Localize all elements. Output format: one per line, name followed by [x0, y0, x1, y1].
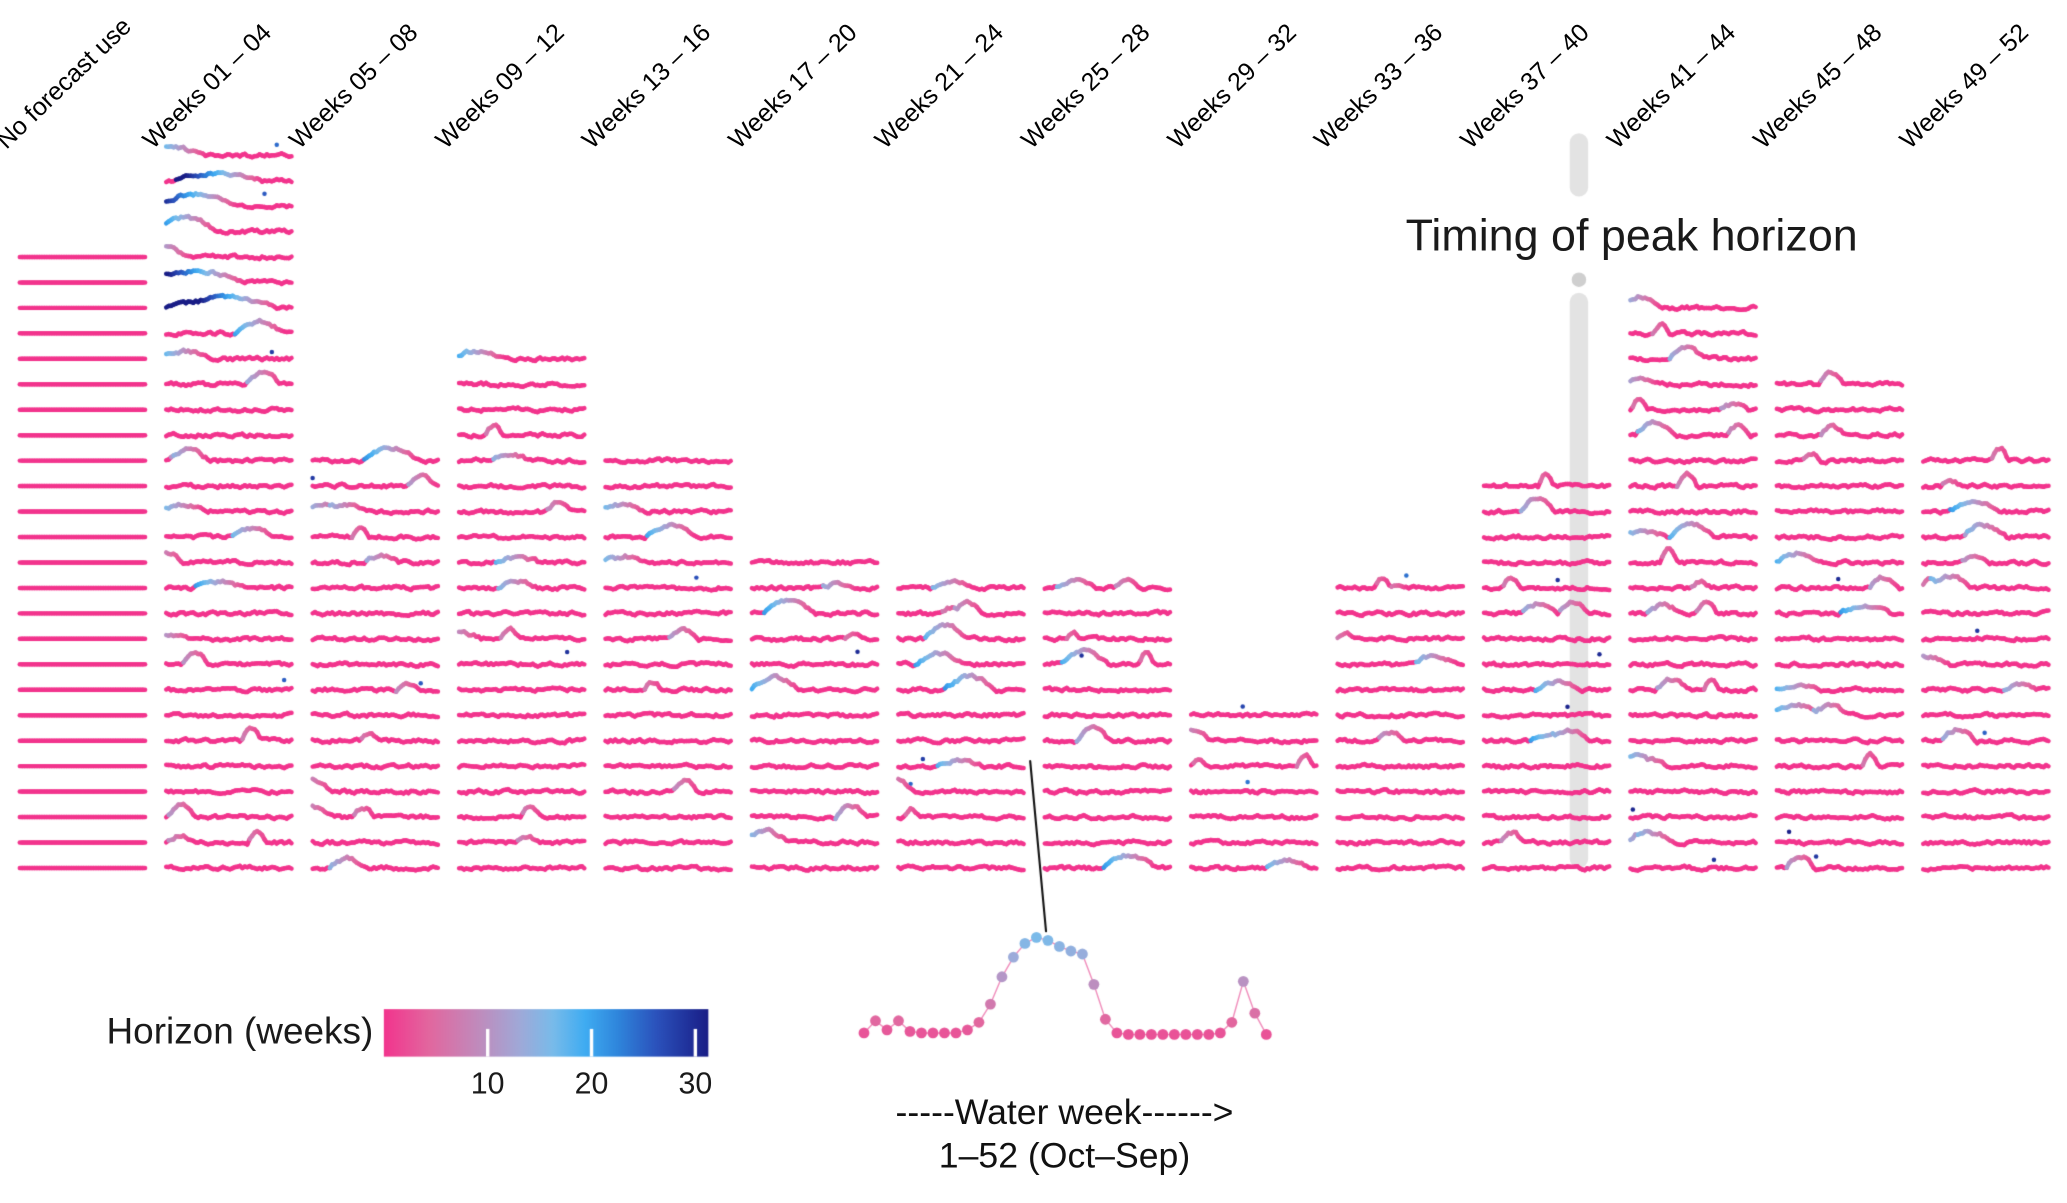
colorbar-tick-label: 10 — [470, 1065, 505, 1101]
colorbar-tick-label: 20 — [574, 1065, 609, 1101]
colorbar-tick-label: 30 — [678, 1065, 713, 1101]
colorbar-title: Horizon (weeks) — [106, 1010, 374, 1052]
inset-water-week-label: -----Water week------> — [895, 1092, 1234, 1132]
inset-range-label: 1–52 (Oct–Sep) — [938, 1135, 1191, 1176]
peak-horizon-annotation: Timing of peak horizon — [1405, 211, 1858, 262]
